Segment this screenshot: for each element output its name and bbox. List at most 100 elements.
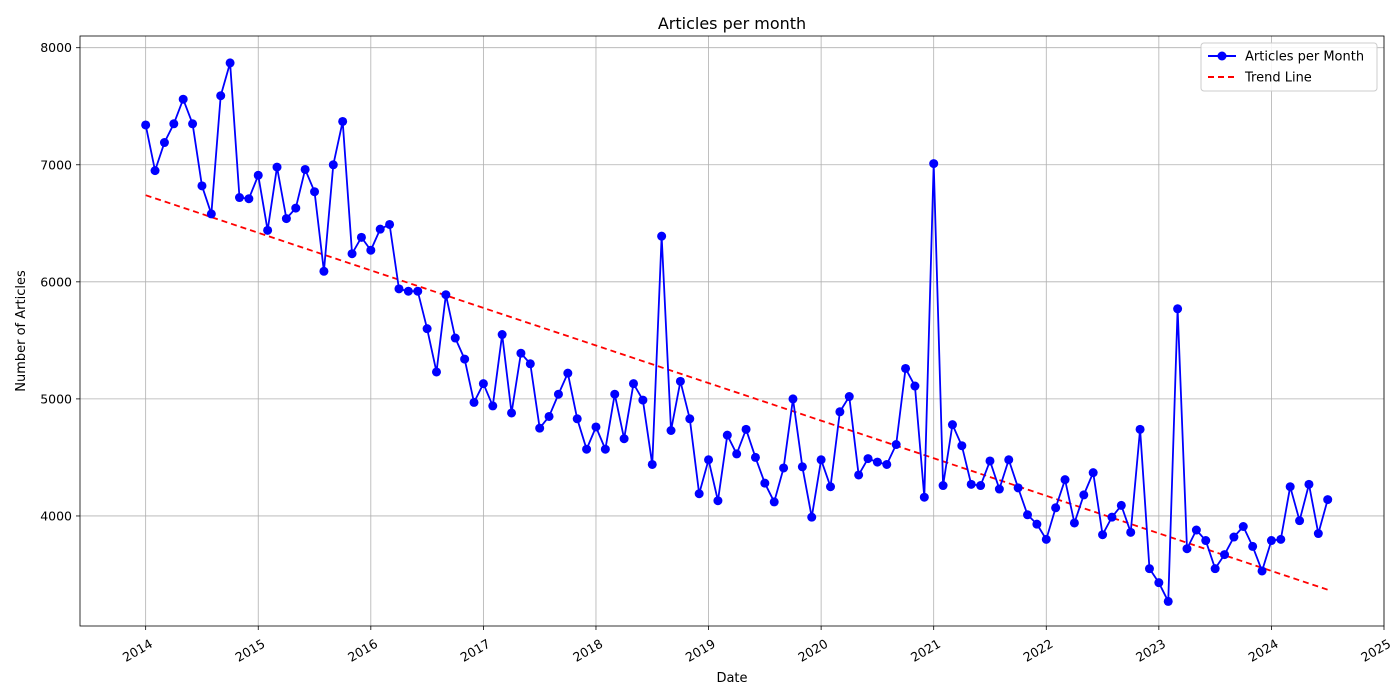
data-point-articles-per-month — [741, 424, 751, 434]
data-point-articles-per-month — [919, 492, 929, 502]
data-point-articles-per-month — [300, 164, 310, 174]
data-point-articles-per-month — [1144, 564, 1154, 574]
data-point-articles-per-month — [178, 94, 188, 104]
data-point-articles-per-month — [1201, 536, 1211, 546]
data-point-articles-per-month — [976, 481, 986, 491]
data-point-articles-per-month — [225, 58, 235, 68]
data-point-articles-per-month — [1023, 510, 1033, 520]
y-tick-label: 4000 — [40, 508, 72, 523]
data-point-articles-per-month — [1069, 518, 1079, 528]
trend-line-layer — [145, 194, 1328, 591]
data-point-articles-per-month — [441, 290, 451, 300]
data-point-articles-per-month — [835, 407, 845, 417]
data-point-articles-per-month — [1210, 564, 1220, 574]
data-point-articles-per-month — [413, 286, 423, 296]
data-point-articles-per-month — [891, 440, 901, 450]
data-point-articles-per-month — [1285, 482, 1295, 492]
data-point-articles-per-month — [938, 481, 948, 491]
data-point-articles-per-month — [675, 376, 685, 386]
data-point-articles-per-month — [366, 245, 376, 255]
data-point-articles-per-month — [628, 379, 638, 389]
data-point-articles-per-month — [816, 455, 826, 465]
data-point-articles-per-month — [169, 119, 179, 129]
data-point-articles-per-month — [1276, 534, 1286, 544]
data-point-articles-per-month — [713, 496, 723, 506]
data-point-articles-per-month — [582, 444, 592, 454]
data-point-articles-per-month — [929, 159, 939, 169]
data-point-articles-per-month — [216, 91, 226, 101]
data-point-articles-per-month — [403, 286, 413, 296]
data-point-articles-per-month — [985, 456, 995, 466]
y-tick-label: 6000 — [40, 274, 72, 289]
data-point-articles-per-month — [478, 379, 488, 389]
data-point-articles-per-month — [657, 231, 667, 241]
data-point-articles-per-month — [422, 324, 432, 334]
data-point-articles-per-month — [872, 457, 882, 467]
data-point-articles-per-month — [553, 389, 563, 399]
legend-swatch-articles-marker — [1217, 51, 1227, 61]
data-point-articles-per-month — [1032, 519, 1042, 529]
data-point-articles-per-month — [1004, 455, 1014, 465]
data-point-articles-per-month — [957, 441, 967, 451]
data-point-articles-per-month — [1060, 475, 1070, 485]
data-point-articles-per-month — [263, 225, 273, 235]
data-point-articles-per-month — [1126, 527, 1136, 537]
data-point-articles-per-month — [797, 462, 807, 472]
data-point-articles-per-month — [854, 470, 864, 480]
data-point-articles-per-month — [328, 160, 338, 170]
legend-label-trend: Trend Line — [1244, 71, 1312, 86]
data-point-articles-per-month — [844, 392, 854, 402]
data-point-articles-per-month — [1116, 500, 1126, 510]
data-point-articles-per-month — [619, 434, 629, 444]
legend-box — [1200, 42, 1378, 92]
data-point-articles-per-month — [1154, 578, 1164, 588]
data-point-articles-per-month — [1173, 304, 1183, 314]
data-point-articles-per-month — [1098, 530, 1108, 540]
data-point-articles-per-month — [704, 455, 714, 465]
data-point-articles-per-month — [1313, 529, 1323, 539]
y-axis-ticks: 4000 5000 6000 7000 8000 — [40, 40, 80, 523]
data-point-articles-per-month — [450, 333, 460, 343]
x-axis-title: Date — [716, 671, 747, 686]
data-point-articles-per-month — [469, 397, 479, 407]
data-point-articles-per-month — [385, 219, 395, 229]
data-point-articles-per-month — [788, 394, 798, 404]
data-point-articles-per-month — [310, 187, 320, 197]
y-tick-label: 8000 — [40, 40, 72, 55]
data-point-articles-per-month — [525, 359, 535, 369]
data-point-articles-per-month — [431, 367, 441, 377]
data-point-articles-per-month — [1051, 503, 1061, 513]
data-point-articles-per-month — [1295, 516, 1305, 526]
data-point-articles-per-month — [497, 330, 507, 340]
data-point-articles-per-month — [159, 138, 169, 148]
data-point-articles-per-month — [535, 423, 545, 433]
data-point-articles-per-month — [1079, 490, 1089, 500]
data-point-articles-per-month — [666, 426, 676, 436]
data-point-articles-per-month — [1088, 468, 1098, 478]
y-tick-label: 7000 — [40, 157, 72, 172]
data-point-articles-per-month — [206, 209, 216, 219]
data-point-articles-per-month — [572, 414, 582, 424]
data-point-articles-per-month — [319, 266, 329, 276]
data-point-articles-per-month — [1107, 512, 1117, 522]
legend-label-articles: Articles per Month — [1245, 50, 1364, 65]
data-point-articles-per-month — [760, 478, 770, 488]
data-point-articles-per-month — [356, 232, 366, 242]
data-point-articles-per-month — [394, 284, 404, 294]
data-point-articles-per-month — [647, 459, 657, 469]
data-point-articles-per-month — [966, 479, 976, 489]
data-point-articles-per-month — [188, 119, 198, 129]
data-point-articles-per-month — [141, 120, 151, 130]
data-point-articles-per-month — [610, 389, 620, 399]
data-point-articles-per-month — [281, 214, 291, 224]
data-point-articles-per-month — [807, 512, 817, 522]
data-point-articles-per-month — [1257, 566, 1267, 576]
data-point-articles-per-month — [1304, 479, 1314, 489]
plot-area-frame — [79, 35, 1385, 627]
data-point-articles-per-month — [507, 408, 517, 418]
data-point-articles-per-month — [488, 401, 498, 411]
data-point-articles-per-month — [544, 411, 554, 421]
data-point-articles-per-month — [638, 395, 648, 405]
